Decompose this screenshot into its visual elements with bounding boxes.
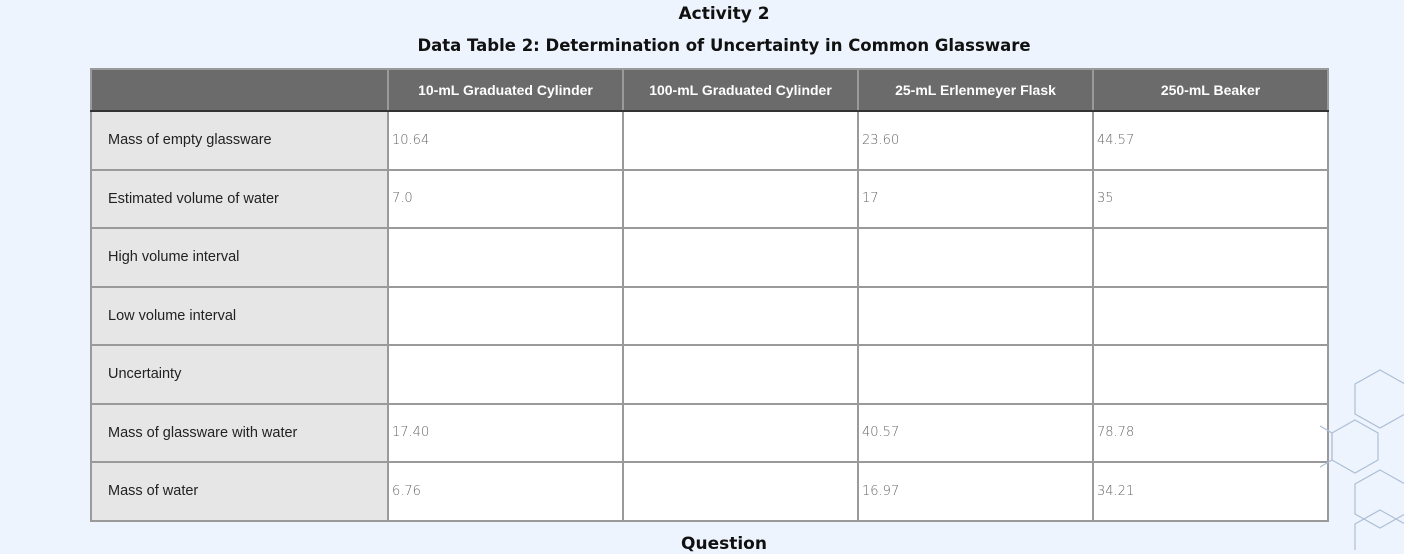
column-header: 10-mL Graduated Cylinder bbox=[387, 69, 623, 112]
value-cell[interactable]: 44.57 bbox=[1092, 110, 1329, 171]
table-row: High volume interval bbox=[90, 227, 1329, 288]
value-cell[interactable] bbox=[622, 168, 859, 229]
column-header: 100-mL Graduated Cylinder bbox=[622, 69, 858, 112]
value-cell[interactable] bbox=[622, 402, 859, 463]
table-row: Mass of water 6.76 16.97 34.21 bbox=[90, 461, 1329, 522]
table-row: Estimated volume of water 7.0 17 35 bbox=[90, 168, 1329, 229]
table-title: Data Table 2: Determination of Uncertain… bbox=[417, 36, 1031, 55]
value-cell[interactable]: 34.21 bbox=[1092, 461, 1329, 522]
table-row: Low volume interval bbox=[90, 285, 1329, 346]
column-header bbox=[91, 69, 388, 112]
table-header-row: 10-mL Graduated Cylinder 100-mL Graduate… bbox=[91, 69, 1328, 112]
row-label: Low volume interval bbox=[90, 285, 389, 346]
row-label: Mass of water bbox=[90, 461, 389, 522]
activity-heading: Activity 2 bbox=[678, 4, 770, 24]
value-cell[interactable]: 23.60 bbox=[857, 110, 1094, 171]
column-header: 25-mL Erlenmeyer Flask bbox=[857, 69, 1093, 112]
value-cell[interactable]: 40.57 bbox=[857, 402, 1094, 463]
value-cell[interactable] bbox=[1092, 227, 1329, 288]
value-cell[interactable]: 7.0 bbox=[387, 168, 624, 229]
value-cell[interactable]: 35 bbox=[1092, 168, 1329, 229]
row-label: Mass of glassware with water bbox=[90, 402, 389, 463]
value-cell[interactable]: 16.97 bbox=[857, 461, 1094, 522]
value-cell[interactable] bbox=[387, 285, 624, 346]
value-cell[interactable] bbox=[857, 344, 1094, 405]
value-cell[interactable] bbox=[622, 227, 859, 288]
row-label: High volume interval bbox=[90, 227, 389, 288]
table-row: Mass of empty glassware 10.64 23.60 44.57 bbox=[90, 110, 1329, 171]
value-cell[interactable]: 6.76 bbox=[387, 461, 624, 522]
value-cell[interactable] bbox=[857, 227, 1094, 288]
table-row: Mass of glassware with water 17.40 40.57 78… bbox=[90, 402, 1329, 463]
row-label: Mass of empty glassware bbox=[90, 110, 389, 171]
value-cell[interactable] bbox=[387, 227, 624, 288]
column-header: 250-mL Beaker bbox=[1092, 69, 1328, 112]
row-label: Estimated volume of water bbox=[90, 168, 389, 229]
value-cell[interactable] bbox=[1092, 344, 1329, 405]
value-cell[interactable] bbox=[622, 461, 859, 522]
value-cell[interactable] bbox=[622, 344, 859, 405]
value-cell[interactable]: 17.40 bbox=[387, 402, 624, 463]
hexagon-decoration-icon bbox=[1320, 369, 1404, 550]
question-heading: Question bbox=[681, 534, 767, 554]
value-cell[interactable]: 17 bbox=[857, 168, 1094, 229]
value-cell[interactable] bbox=[1092, 285, 1329, 346]
value-cell[interactable] bbox=[857, 285, 1094, 346]
value-cell[interactable]: 10.64 bbox=[387, 110, 624, 171]
table-row: Uncertainty bbox=[90, 344, 1329, 405]
value-cell[interactable] bbox=[622, 110, 859, 171]
value-cell[interactable] bbox=[387, 344, 624, 405]
value-cell[interactable] bbox=[622, 285, 859, 346]
row-label: Uncertainty bbox=[90, 344, 389, 405]
data-table: 10-mL Graduated Cylinder 100-mL Graduate… bbox=[90, 68, 1329, 522]
value-cell[interactable]: 78.78 bbox=[1092, 402, 1329, 463]
